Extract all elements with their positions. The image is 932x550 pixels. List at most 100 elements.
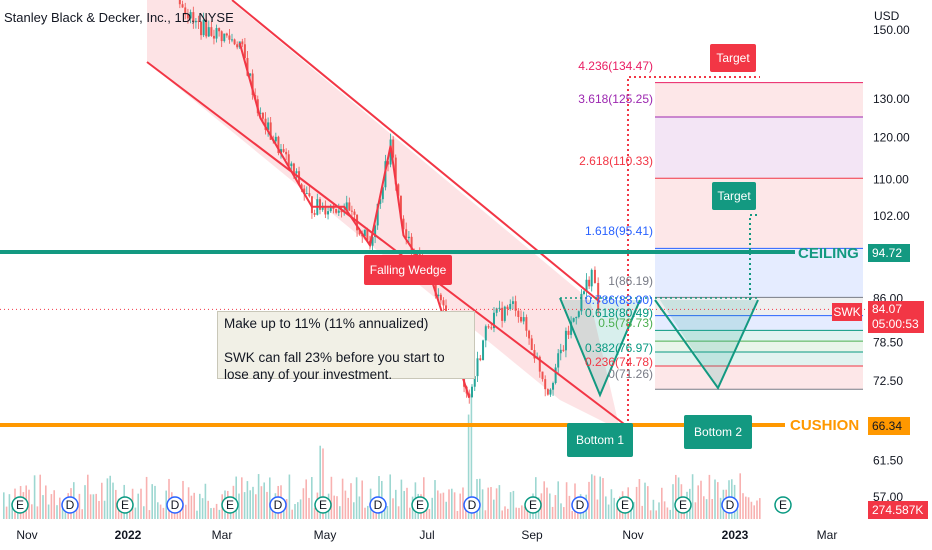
earnings-event-icon[interactable]: [11, 496, 29, 514]
volume-bar: [56, 505, 58, 519]
candle-body: [197, 20, 200, 22]
volume-bar: [428, 509, 431, 519]
volume-bar: [353, 502, 355, 519]
candle-body: [533, 350, 536, 359]
earnings-event-icon[interactable]: [116, 496, 134, 514]
earnings-event-icon[interactable]: [411, 496, 429, 514]
volume-bar: [395, 489, 397, 519]
volume-bar: [518, 507, 520, 519]
dividend-event-icon[interactable]: [166, 496, 184, 514]
candle-body: [348, 202, 351, 211]
candle-body: [186, 14, 189, 19]
volume-bar: [602, 478, 604, 519]
volume-bar: [11, 508, 13, 519]
earnings-event-icon[interactable]: [314, 496, 332, 514]
candle-body: [501, 307, 504, 321]
y-tick-label: 150.00: [873, 23, 910, 37]
candle-body: [246, 57, 249, 76]
candle-body: [490, 327, 493, 329]
dividend-event-icon[interactable]: [571, 496, 589, 514]
candle-body: [371, 237, 374, 246]
candle-body: [353, 211, 356, 215]
volume-bar: [543, 481, 545, 519]
volume-bar: [355, 477, 358, 519]
ceiling-label: CEILING: [798, 245, 859, 262]
volume-bar: [439, 493, 442, 519]
candle-body: [337, 210, 340, 213]
volume-bar: [448, 489, 450, 519]
candle-body: [541, 371, 544, 380]
volume-bar: [495, 488, 498, 519]
volume-bar: [249, 490, 251, 519]
candle-body: [498, 307, 501, 309]
volume-bar: [624, 510, 627, 519]
volume-bar: [344, 490, 347, 519]
volume-bar: [103, 500, 106, 519]
earnings-event-icon[interactable]: [674, 496, 692, 514]
y-tick-label: 102.00: [873, 209, 910, 223]
dividend-event-icon[interactable]: [269, 496, 287, 514]
candle-body: [570, 321, 573, 335]
volume-bar: [291, 509, 293, 519]
volume-bar: [84, 485, 86, 519]
fib-level-label: 1(86.19): [608, 274, 653, 288]
dividend-event-icon[interactable]: [721, 496, 739, 514]
candle-body: [313, 213, 316, 215]
volume-bar: [409, 507, 411, 519]
fib-zone: [655, 82, 863, 117]
volume-bar: [445, 501, 447, 519]
earnings-event-icon[interactable]: [524, 496, 542, 514]
candle-body: [300, 184, 303, 189]
candle-body: [575, 316, 578, 319]
volume-bar: [459, 493, 461, 519]
fib-zone: [655, 315, 863, 331]
x-tick-label: Nov: [16, 528, 37, 542]
dividend-event-icon[interactable]: [61, 496, 79, 514]
candle-body: [397, 184, 400, 196]
volume-bar: [271, 509, 274, 519]
volume-bar: [53, 490, 55, 519]
volume-bar: [389, 474, 391, 519]
volume-bar: [509, 492, 512, 519]
event-letter: E: [416, 498, 424, 512]
earnings-event-icon[interactable]: [616, 496, 634, 514]
bottom-2-line: [654, 299, 759, 390]
volume-bar: [490, 487, 492, 519]
candle-body: [557, 353, 560, 368]
event-letter: D: [726, 498, 735, 512]
fib-zone: [655, 116, 863, 179]
volume-bar: [434, 480, 436, 519]
dividend-event-icon[interactable]: [369, 496, 387, 514]
volume-bar: [33, 475, 36, 519]
x-tick-label: Sep: [521, 528, 543, 542]
volume-bar: [711, 499, 713, 519]
volume-bar: [501, 510, 503, 519]
volume-bar: [577, 509, 579, 519]
volume-bar: [269, 477, 271, 519]
volume-bar: [451, 488, 453, 519]
volume-bar: [717, 482, 719, 519]
volume-bar: [658, 502, 660, 519]
candle-body: [549, 389, 552, 395]
volume-bar: [526, 507, 529, 519]
volume-bar: [431, 497, 433, 519]
volume-bar: [493, 499, 495, 519]
earnings-event-icon[interactable]: [221, 496, 239, 514]
bottom-2-shading: [660, 300, 758, 388]
volume-bar: [207, 500, 209, 519]
candle-body: [439, 294, 442, 301]
fib-level-label: 0.618(80.49): [585, 306, 653, 320]
volume-bar: [403, 490, 405, 519]
falling-wedge-callout: Falling Wedge: [364, 255, 452, 285]
candle-body: [492, 312, 495, 329]
candle-body: [442, 300, 445, 306]
y-tick-label: 57.00: [873, 490, 903, 504]
volume-bar: [243, 492, 246, 519]
earnings-event-icon[interactable]: [774, 496, 792, 514]
candle-body: [241, 41, 244, 45]
volume-bar: [3, 492, 5, 519]
volume-bar: [182, 480, 184, 519]
fib-zone: [655, 352, 863, 366]
dividend-event-icon[interactable]: [463, 496, 481, 514]
